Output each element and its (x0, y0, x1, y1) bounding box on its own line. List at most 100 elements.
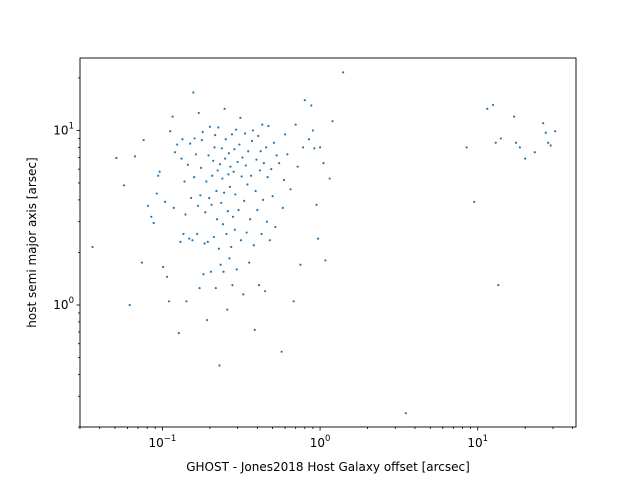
data-point (202, 273, 205, 276)
data-point (281, 206, 284, 209)
data-point (150, 215, 153, 218)
data-point (237, 208, 240, 212)
data-point (228, 257, 231, 260)
data-point (258, 169, 261, 172)
x-tick-label: 100 (310, 434, 331, 450)
data-point (128, 303, 131, 307)
data-point (310, 104, 313, 107)
data-point (473, 200, 476, 203)
scatter-points (91, 71, 557, 415)
data-point (193, 137, 196, 140)
data-point (157, 174, 160, 177)
data-point (296, 165, 299, 168)
data-point (215, 189, 218, 193)
data-point (155, 192, 158, 195)
data-point (272, 141, 276, 144)
data-point (311, 129, 314, 132)
data-point (231, 284, 234, 287)
data-point (218, 364, 221, 367)
data-point (249, 174, 253, 177)
data-point (270, 168, 273, 171)
data-point (146, 204, 150, 207)
data-point (286, 153, 289, 156)
data-point (211, 174, 214, 177)
data-point (315, 203, 318, 206)
data-point (222, 270, 225, 273)
data-point (215, 218, 219, 221)
data-point (254, 189, 257, 193)
data-point (542, 122, 545, 125)
data-point (179, 240, 182, 243)
data-point (253, 328, 256, 331)
data-point (264, 290, 267, 293)
data-point (196, 204, 200, 207)
data-point (235, 268, 238, 271)
data-point (533, 151, 536, 154)
data-point (236, 160, 239, 164)
data-point (261, 123, 264, 126)
data-point (255, 158, 258, 161)
data-point (206, 318, 209, 322)
data-point (207, 154, 210, 157)
data-point (164, 200, 167, 203)
data-point (192, 91, 195, 94)
y-tick-label: 101 (53, 121, 74, 137)
data-point (271, 195, 274, 198)
data-point (494, 141, 497, 144)
data-point (301, 146, 305, 149)
data-point (248, 261, 251, 264)
data-point (265, 146, 268, 149)
data-point (238, 143, 241, 146)
data-point (316, 237, 320, 240)
data-point (152, 221, 155, 225)
data-point (220, 201, 223, 204)
data-point (218, 163, 222, 166)
data-point (249, 218, 252, 221)
x-tick-label: 10−1 (148, 434, 176, 450)
data-point (251, 129, 255, 132)
x-tick-label: 101 (467, 434, 488, 450)
data-point (188, 237, 191, 240)
data-point (165, 275, 169, 278)
data-point (197, 111, 200, 115)
data-point (262, 161, 265, 165)
data-point (183, 180, 186, 183)
data-point (208, 196, 211, 200)
data-point (284, 133, 287, 136)
data-point (162, 265, 165, 269)
data-point (275, 154, 278, 157)
data-point (217, 247, 220, 250)
data-point (234, 128, 238, 131)
data-point (208, 125, 211, 128)
data-point (171, 115, 174, 118)
data-point (189, 142, 192, 145)
data-point (213, 146, 216, 149)
data-point (292, 300, 295, 303)
data-point (122, 184, 126, 187)
data-point (256, 208, 259, 212)
data-point (181, 138, 184, 141)
data-point (524, 157, 527, 160)
data-point (278, 161, 281, 165)
data-point (280, 350, 283, 353)
data-point (220, 147, 223, 150)
data-point (167, 300, 171, 303)
data-point (240, 175, 243, 178)
data-point (185, 300, 188, 303)
data-point (318, 146, 322, 149)
data-point (267, 124, 270, 128)
plot-frame (79, 57, 577, 428)
data-point (234, 193, 237, 196)
data-point (221, 223, 225, 226)
data-point (201, 130, 204, 134)
data-point (499, 137, 502, 140)
data-point (229, 165, 232, 168)
data-point (241, 156, 244, 159)
data-point (225, 232, 228, 236)
data-point (200, 139, 204, 142)
data-point (91, 245, 94, 249)
data-point (245, 231, 248, 234)
data-point (266, 176, 269, 179)
data-point (289, 188, 292, 191)
data-point (547, 141, 550, 144)
